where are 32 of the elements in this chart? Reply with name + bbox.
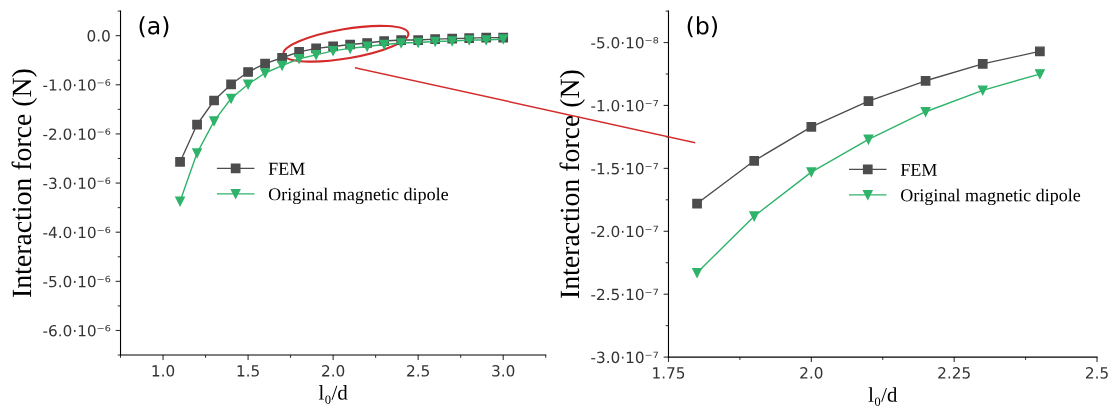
legend-label: FEM	[268, 162, 305, 175]
x-tick-label: 1.0	[152, 365, 175, 377]
x-tick-label: 2.0	[322, 365, 345, 377]
y-tick-label: -2.0·10⁻⁷	[591, 225, 659, 238]
y-tick-label: -3.0·10⁻⁶	[43, 177, 111, 190]
y-tick-label: -1.0·10⁻⁶	[43, 79, 111, 91]
x-tick-label: 1.5	[237, 365, 259, 377]
chart-title: (a)	[139, 16, 169, 38]
x-tick-label: 3.0	[492, 365, 515, 377]
y-tick-label: -2.5·10⁻⁷	[591, 288, 659, 301]
y-tick-label: -2.0·10⁻⁶	[43, 128, 111, 140]
legend-label: Original magnetic dipole	[901, 188, 1081, 206]
y-tick-label: -1.0·10⁻⁷	[591, 99, 659, 112]
y-tick-label: -5.0·10⁻⁶	[43, 275, 111, 288]
x-tick-label: 1.75	[653, 367, 685, 379]
y-tick-label: -1.5·10⁻⁷	[591, 162, 659, 175]
x-tick-label: 2.0	[800, 367, 823, 379]
legend-label: FEM	[900, 163, 937, 176]
x-tick-label: 2.25	[938, 367, 970, 379]
chart-title: (b)	[687, 16, 718, 38]
y-tick-label: 0.0	[87, 30, 110, 42]
legend-label: Original magnetic dipole	[268, 187, 449, 205]
y-tick-label: -4.0·10⁻⁶	[43, 226, 111, 239]
x-tick-label: 2.5	[1086, 367, 1108, 379]
x-axis-title: l₀/d	[318, 385, 348, 404]
y-tick-label: -6.0·10⁻⁶	[43, 324, 111, 337]
y-axis-title: Interaction force (N)	[11, 69, 37, 297]
x-axis-title: l₀/d	[868, 387, 898, 406]
y-axis-title: Interaction force (N)	[559, 70, 585, 298]
y-tick-label: -5.0·10⁻⁸	[591, 36, 659, 49]
y-tick-label: -3.0·10⁻⁷	[591, 351, 659, 364]
x-tick-label: 2.5	[407, 365, 429, 377]
